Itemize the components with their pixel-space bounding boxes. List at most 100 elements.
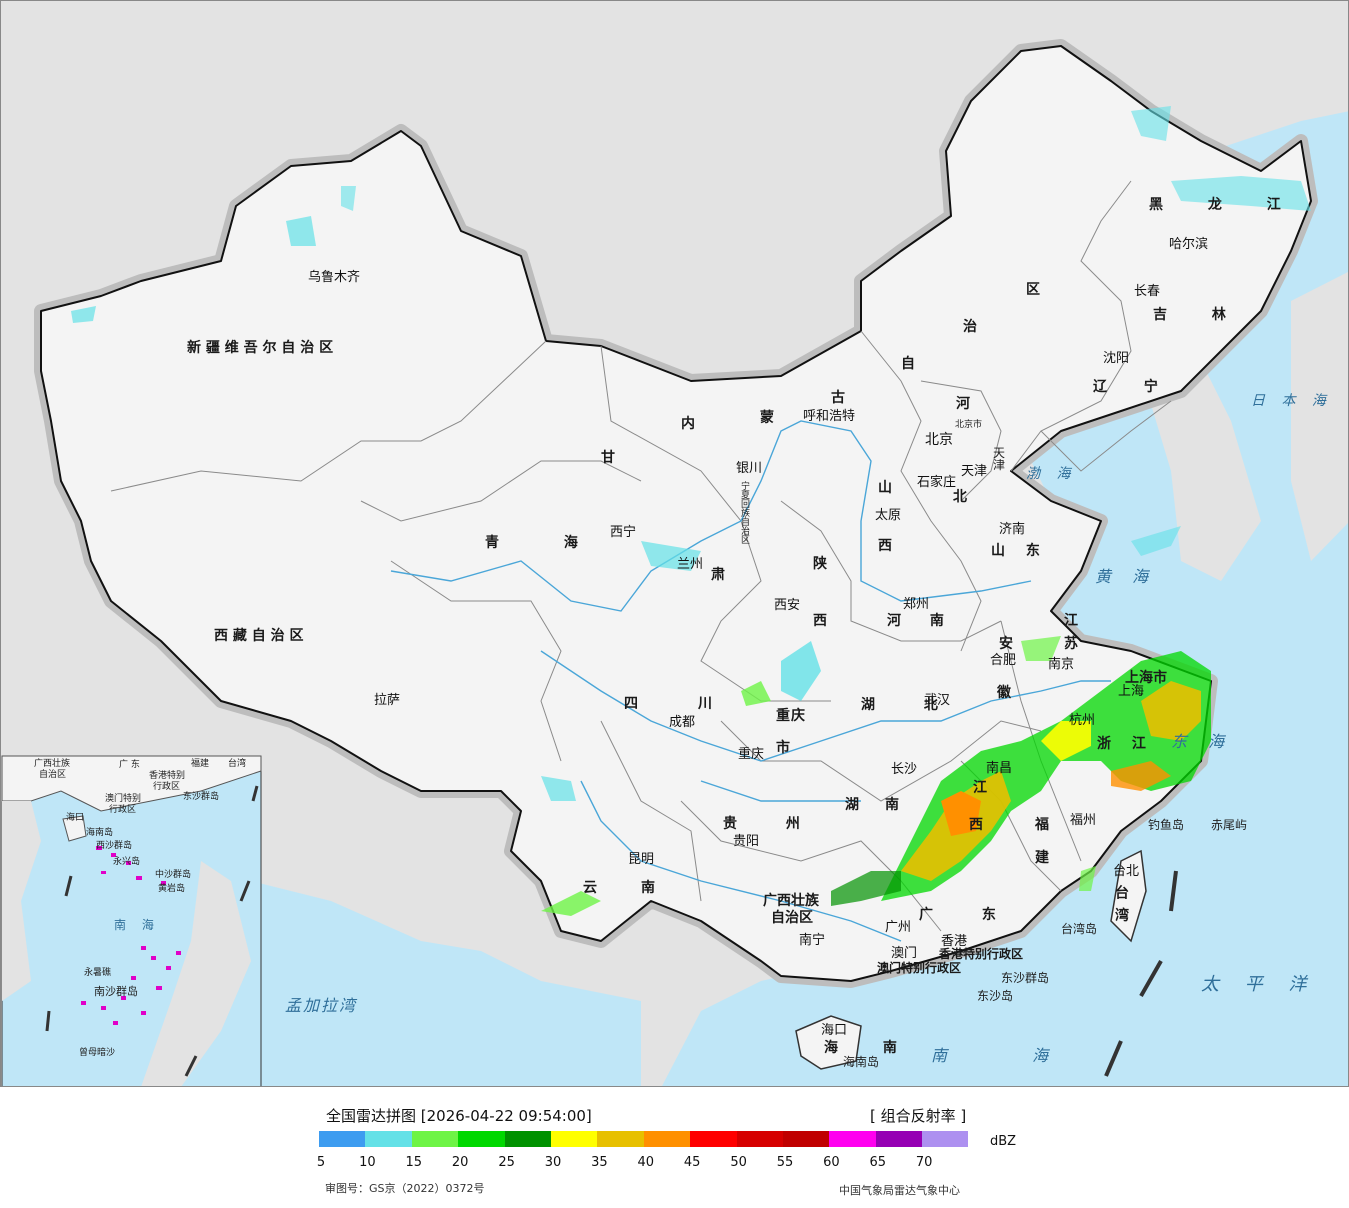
province-qinghai: 青 海 (485, 535, 608, 551)
province-jiangxi-2: 西 (969, 817, 983, 833)
inset-macao-1: 澳门特别 (105, 794, 142, 804)
province-jiangsu-1: 江 (1064, 613, 1078, 629)
color-scale-tick: 25 (498, 1155, 515, 1170)
city-fuzhou: 福州 (1070, 813, 1097, 828)
island-dongsha: 东沙岛 (977, 989, 1014, 1003)
city-shenyang: 沈阳 (1103, 351, 1130, 366)
color-scale-tick: 40 (637, 1155, 655, 1170)
color-scale-tick: 10 (359, 1155, 376, 1170)
city-changsha: 长沙 (891, 762, 918, 777)
radar-map[interactable]: 新 疆 维 吾 尔 自 治 区 西 藏 自 治 区 青 海 甘 肃 内 蒙 古 … (0, 0, 1349, 1087)
product-name: [ 组合反射率 ] (870, 1107, 967, 1125)
province-yunnan-1: 云 (583, 880, 597, 896)
map-approval-number: 审图号：GS京（2022）0372号 (325, 1182, 485, 1195)
inset-guangdong: 广 东 (119, 760, 140, 770)
sar-macao: 澳门特别行政区 (877, 961, 962, 975)
color-scale-tick: 30 (544, 1155, 562, 1170)
color-swatch (736, 1131, 783, 1147)
municipality-beijing: 北京市 (955, 420, 983, 430)
color-scale-tick: 50 (730, 1155, 747, 1170)
inset-hongkong-1: 香港特别 (149, 771, 186, 781)
south-china-sea-inset (1, 755, 262, 1086)
city-urumqi: 乌鲁木齐 (308, 270, 361, 285)
province-neimenggu-6: 区 (1026, 282, 1040, 298)
province-hebei-1: 河 (956, 396, 970, 412)
color-swatch (597, 1131, 644, 1147)
city-changchun: 长春 (1134, 284, 1161, 299)
island-diaoyu: 钓鱼岛 (1148, 818, 1185, 832)
city-hefei: 合肥 (990, 653, 1017, 668)
province-anhui-1: 安 (999, 636, 1013, 652)
province-neimenggu-4: 自 (901, 356, 915, 372)
province-ningxia: 宁夏回族自治区 (739, 481, 749, 544)
city-nanning: 南宁 (799, 933, 826, 948)
province-fujian-1: 福 (1035, 817, 1049, 833)
inset-zengmu: 曾母暗沙 (79, 1048, 116, 1058)
province-neimenggu-2: 蒙 (760, 410, 774, 426)
province-neimenggu-3: 古 (831, 390, 845, 406)
province-neimenggu-5: 治 (963, 319, 977, 335)
sea-east: 东 海 (1171, 732, 1233, 751)
color-swatch (411, 1131, 459, 1147)
province-hubei: 湖 北 (861, 697, 960, 713)
color-scale-tick: 65 (869, 1155, 887, 1170)
province-guangdong: 广 东 (919, 907, 1018, 923)
inset-hongkong-2: 行政区 (153, 782, 181, 792)
color-swatch (690, 1131, 737, 1147)
inset-nansha: 南沙群岛 (94, 985, 138, 998)
city-taiyuan: 太原 (875, 508, 902, 523)
inset-fujian: 福建 (191, 759, 210, 769)
city-wuhan: 武汉 (924, 693, 951, 708)
city-kunming: 昆明 (628, 852, 655, 867)
color-scale-tick: 60 (823, 1155, 840, 1170)
color-swatch (782, 1131, 830, 1147)
sea-south: 南 海 (931, 1046, 1089, 1065)
city-shijiazhuang: 石家庄 (917, 475, 957, 490)
province-gansu-2: 肃 (711, 567, 725, 583)
city-lanzhou: 兰州 (677, 557, 704, 572)
province-chongqing-2: 庆 (791, 708, 805, 724)
sar-hongkong: 香港特别行政区 (939, 947, 1024, 961)
province-guangxi-2: 自治区 (771, 910, 813, 926)
inset-guangxi-2: 自治区 (39, 770, 67, 780)
color-swatch (829, 1131, 876, 1147)
province-fujian-2: 建 (1035, 850, 1049, 866)
province-shaanxi-2: 西 (813, 613, 827, 629)
inset-guangxi-1: 广西壮族 (34, 759, 71, 769)
city-hangzhou: 杭州 (1069, 713, 1096, 728)
province-xinjiang: 新 疆 维 吾 尔 自 治 区 (187, 340, 334, 356)
province-hunan-2: 南 (885, 797, 899, 813)
province-chongqing-3: 市 (776, 740, 790, 756)
sea-bohai: 渤 海 (1026, 466, 1077, 482)
province-hunan-1: 湖 (845, 797, 859, 813)
city-hongkong: 香港 (941, 934, 968, 949)
city-hohhot: 呼和浩特 (803, 409, 856, 424)
province-chongqing-1: 重 (776, 708, 790, 724)
city-macao: 澳门 (891, 946, 918, 961)
city-guiyang: 贵阳 (733, 834, 760, 849)
city-shanghai: 上海 (1118, 684, 1145, 699)
province-shandong: 山 东 (991, 543, 1048, 559)
china-outline (34, 39, 1318, 1070)
color-scale (319, 1131, 969, 1147)
ocean-pacific: 太 平 洋 (1201, 974, 1317, 995)
island-chiwei: 赤尾屿 (1211, 818, 1248, 832)
city-chengdu: 成都 (669, 715, 696, 730)
organization-name: 中国气象局雷达气象中心 (839, 1184, 960, 1197)
city-yinchuan: 银川 (736, 461, 763, 476)
color-scale-tick: 15 (405, 1155, 423, 1170)
municipality-shanghai: 上海市 (1125, 670, 1167, 686)
inset-zhongsha: 中沙群岛 (155, 870, 192, 880)
inset-taiwan: 台湾 (228, 759, 247, 769)
color-swatch (550, 1131, 598, 1147)
color-scale-tick: 55 (776, 1155, 794, 1170)
color-swatch (319, 1131, 366, 1147)
city-taipei: 台北 (1113, 864, 1140, 879)
color-scale-tick: 35 (591, 1155, 608, 1170)
province-shanxi-2: 西 (878, 538, 892, 554)
city-nanchang: 南昌 (986, 761, 1013, 776)
city-chongqing: 重庆 (738, 747, 765, 762)
province-xizang: 西 藏 自 治 区 (214, 628, 304, 644)
city-lhasa: 拉萨 (374, 693, 401, 708)
inset-yongshu: 永暑礁 (84, 968, 112, 978)
